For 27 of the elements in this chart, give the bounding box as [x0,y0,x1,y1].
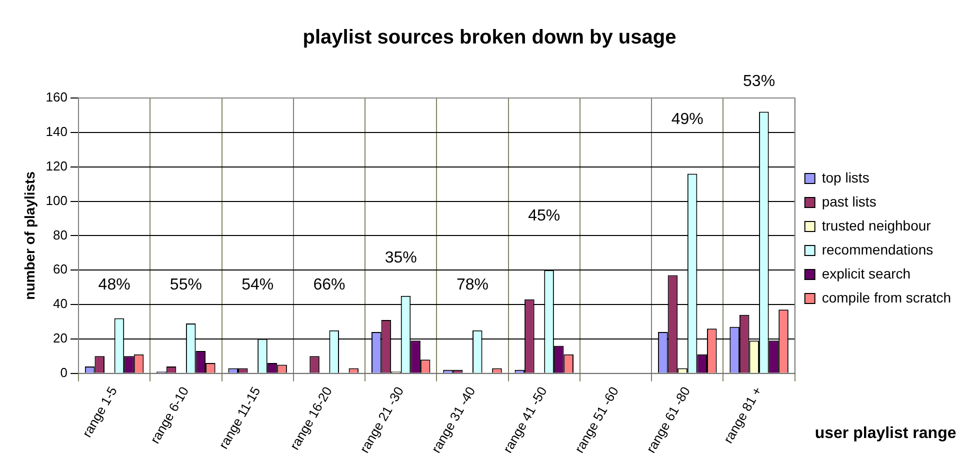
legend-label: past lists [822,193,876,210]
annotation: 48% [98,276,130,294]
y-tick-label: 0 [60,364,68,380]
y-tick-label: 40 [53,296,68,312]
y-tick-label: 60 [53,262,68,277]
chart-title: playlist sources broken down by usage [302,26,676,49]
legend-label: explicit search [822,265,911,282]
x-axis-title: user playlist range [814,424,956,442]
annotation: 55% [170,276,202,294]
y-tick-label: 20 [53,330,68,346]
text: 53% [743,73,776,90]
annotation: 35% [384,249,417,266]
legend-label: recommendations [822,241,934,258]
y-tick-label: 100 [46,192,68,208]
legend-label: top lists [822,169,870,186]
annotation: 49% [671,111,704,128]
legend-label: trusted neighbour [822,217,932,234]
y-tick-label: 80 [53,227,68,242]
annotation: 66% [313,276,346,294]
legend-label: compile from scratch [822,289,952,306]
annotation: 54% [242,276,274,294]
y-axis-title: number of playlists [21,171,38,300]
y-tick-label: 140 [46,124,68,139]
annotation: 78% [456,276,489,294]
y-tick-label: 160 [46,90,68,105]
annotation: 45% [528,208,560,225]
y-tick-label: 120 [46,158,68,174]
